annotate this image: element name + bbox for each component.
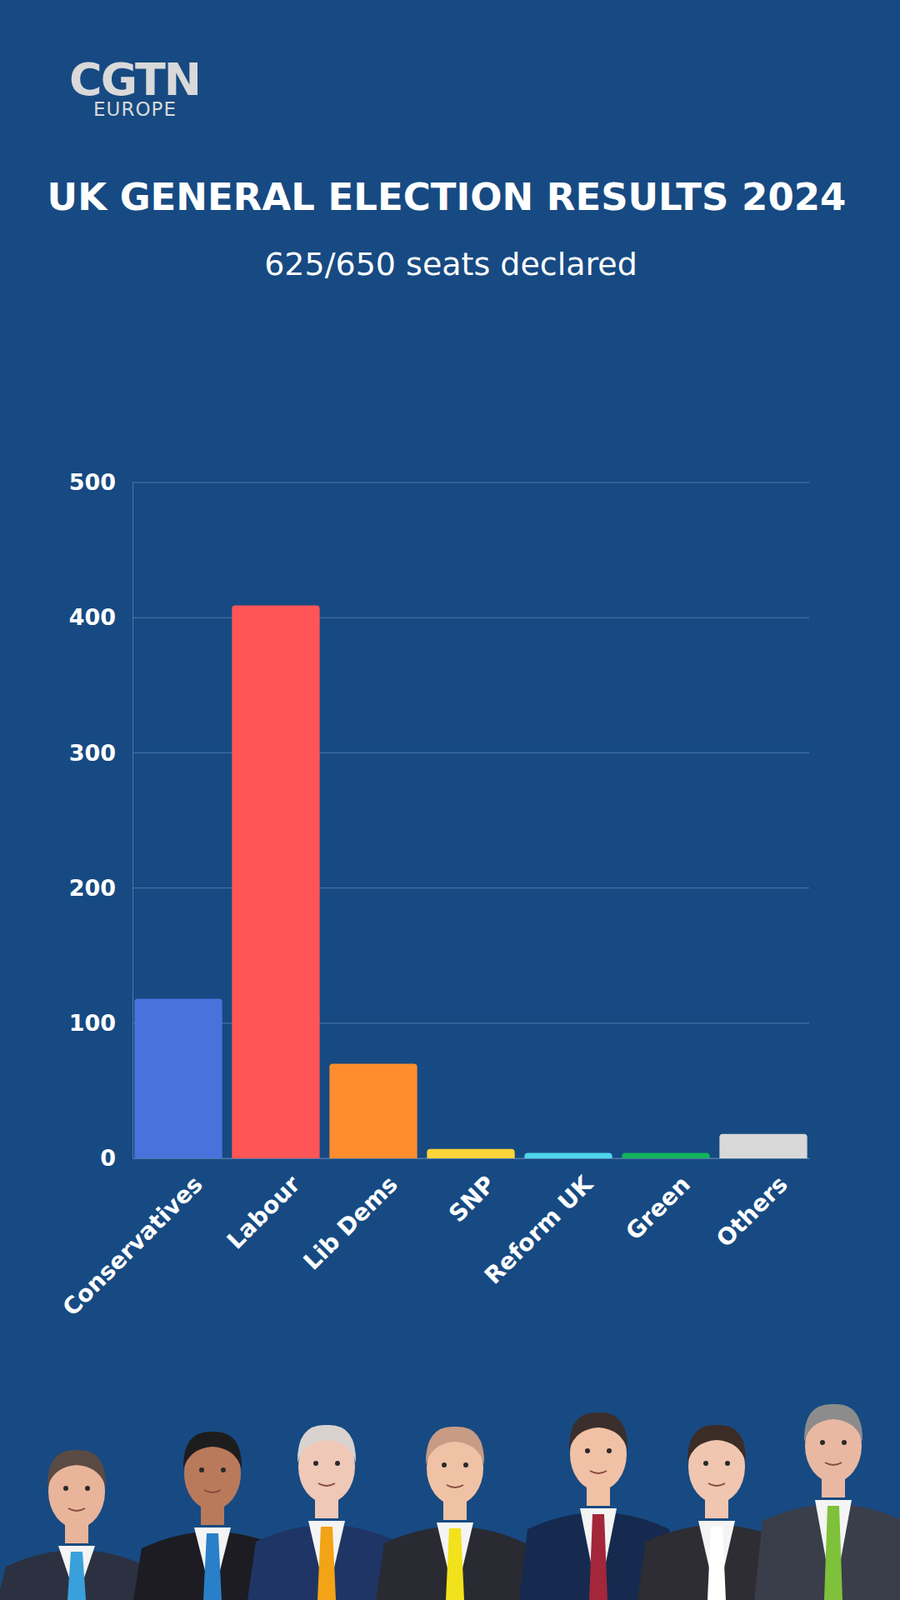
figure-eye <box>199 1467 205 1473</box>
x-tick: Labour <box>221 1158 306 1255</box>
figure-mouth <box>204 1490 221 1493</box>
bar <box>134 999 222 1159</box>
figure-mouth <box>318 1483 335 1486</box>
bar <box>329 1063 417 1159</box>
figure-hair <box>569 1412 628 1450</box>
x-tick: Conservatives <box>57 1158 209 1322</box>
figure-shirt <box>58 1545 95 1600</box>
figure-shirt <box>580 1508 617 1600</box>
figure-suit <box>0 1550 156 1600</box>
figure-suit <box>375 1526 535 1600</box>
figure-eye <box>585 1448 590 1454</box>
bar <box>524 1153 612 1159</box>
x-tick: SNP <box>443 1158 501 1228</box>
bar <box>621 1153 710 1159</box>
figure-hair <box>425 1426 485 1465</box>
bar <box>231 605 320 1159</box>
figure-suit <box>754 1504 900 1600</box>
grid-line <box>132 482 810 484</box>
y-tick: 200 <box>69 875 133 901</box>
figure-eye <box>335 1460 340 1466</box>
figure-shirt <box>194 1527 231 1600</box>
y-tick: 400 <box>69 604 133 630</box>
y-tick-label: 200 <box>69 875 116 901</box>
figure-mouth <box>68 1508 85 1511</box>
x-tick-label: Reform UK <box>479 1170 600 1290</box>
figure-tie <box>67 1551 86 1600</box>
y-tick-label: 400 <box>69 604 116 630</box>
figure-eye <box>725 1460 730 1466</box>
x-tick-label: Labour <box>221 1170 306 1255</box>
chart-canvas: CGTNEUROPEUK GENERAL ELECTION RESULTS 20… <box>0 0 900 1600</box>
figure-hair <box>297 1425 356 1463</box>
bar <box>426 1149 515 1159</box>
x-tick: Lib Dems <box>298 1158 404 1276</box>
figure-hair <box>183 1431 242 1470</box>
y-axis: 0 100 200 300 400 500 <box>69 469 134 1171</box>
figure-eye <box>463 1462 469 1468</box>
figure-shirt <box>436 1522 474 1600</box>
x-tick: Others <box>710 1158 794 1253</box>
figure-mouth <box>590 1470 607 1474</box>
figure-eye <box>606 1448 612 1454</box>
figure-tie <box>589 1514 608 1600</box>
x-axis: ConservativesLabourLib Dems SNPReform UK G… <box>57 1158 810 1322</box>
x-tick-label: Others <box>710 1170 794 1253</box>
figure-eye <box>85 1485 90 1491</box>
figure-shirt <box>815 1500 852 1600</box>
figure-hair <box>687 1425 746 1463</box>
figure-eye <box>313 1460 319 1466</box>
logo-sub: EUROPE <box>93 98 177 120</box>
figure-tie <box>203 1533 222 1600</box>
y-axis-line <box>132 483 134 1160</box>
figure-mouth <box>825 1462 842 1465</box>
title: UK GENERAL ELECTION RESULTS 2024 <box>47 175 847 220</box>
y-tick-label: 100 <box>69 1010 116 1036</box>
y-tick: 100 <box>69 1010 133 1036</box>
x-tick-label: Lib Dems <box>298 1170 404 1275</box>
figure-mouth <box>446 1485 464 1488</box>
x-tick-label: SNP <box>443 1170 501 1228</box>
figure-eye <box>220 1467 226 1473</box>
figure-eye <box>841 1440 847 1445</box>
figure-hair <box>47 1450 106 1488</box>
figure-tie <box>824 1505 843 1600</box>
figure-eye <box>820 1440 825 1445</box>
y-tick-label: 0 <box>100 1145 116 1171</box>
background <box>0 0 900 1600</box>
y-tick-label: 300 <box>69 740 116 766</box>
bars <box>134 605 807 1159</box>
y-tick-label: 500 <box>69 469 116 495</box>
figure-eye <box>63 1485 69 1491</box>
x-tick: Green <box>620 1158 695 1246</box>
bar <box>719 1134 807 1159</box>
grid <box>132 482 810 1159</box>
figure <box>0 1450 156 1600</box>
figure-tie <box>707 1526 726 1600</box>
y-tick: 500 <box>69 469 133 495</box>
figure-hair <box>804 1404 863 1442</box>
figure-shirt <box>308 1520 345 1600</box>
x-tick: Reform UK <box>479 1158 600 1290</box>
figure <box>754 1404 900 1600</box>
y-tick: 0 <box>100 1145 133 1171</box>
figure-eye <box>441 1462 447 1468</box>
x-tick-label: Conservatives <box>57 1170 209 1321</box>
figure-mouth <box>708 1483 725 1486</box>
x-tick-label: Green <box>620 1170 695 1245</box>
figure-eye <box>703 1460 709 1466</box>
y-tick: 300 <box>69 740 133 766</box>
x-axis-line <box>133 1158 810 1160</box>
subtitle: 625/650 seats declared <box>264 245 638 283</box>
figures <box>0 1404 900 1600</box>
figure-tie <box>317 1526 336 1600</box>
figure <box>375 1426 535 1600</box>
figure-tie <box>445 1528 465 1600</box>
figure-shirt <box>698 1520 735 1600</box>
